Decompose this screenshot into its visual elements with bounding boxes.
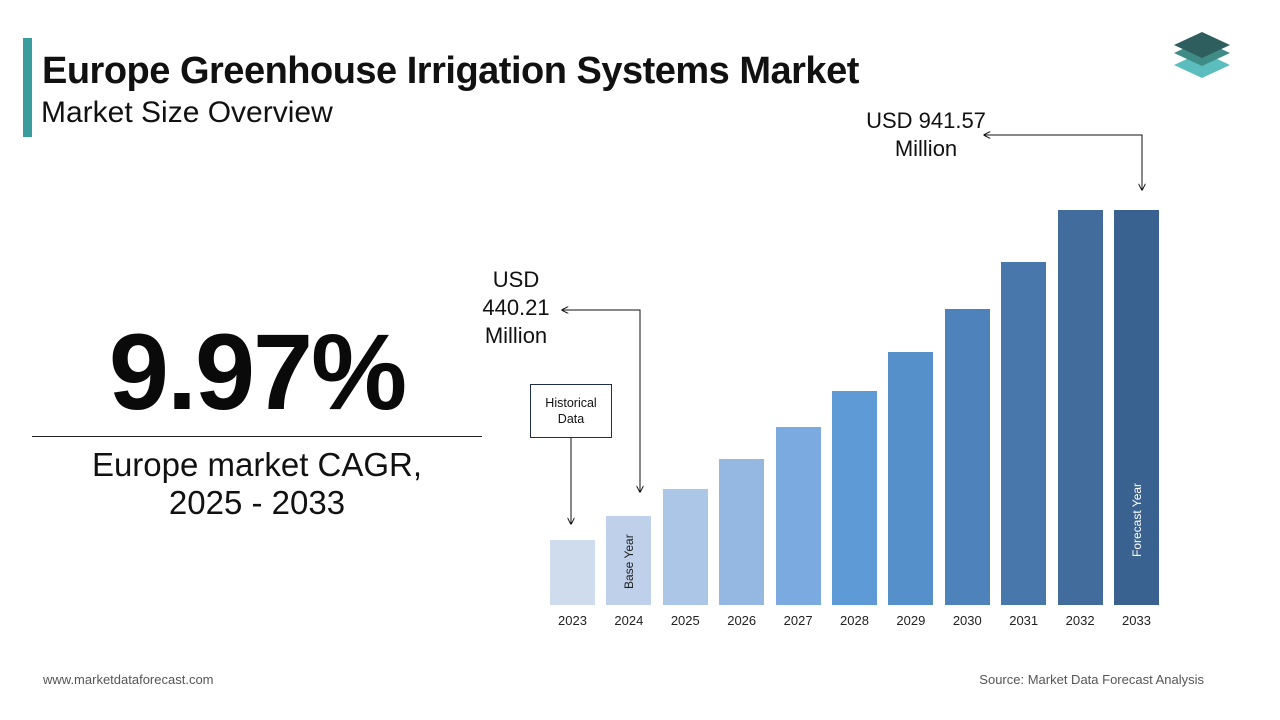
year-label-2026: 2026 [727,613,757,628]
bar-2024 [606,515,652,605]
bar-2030 [944,309,990,605]
start-callout-line1: USD [492,267,540,292]
page-title: Europe Greenhouse Irrigation Systems Mar… [42,50,859,92]
historical-data-box: Historical Data [530,384,612,438]
bar-2026 [719,459,765,605]
bar-2027 [775,427,821,605]
bar-2025 [662,488,708,605]
year-label-2027: 2027 [783,613,813,628]
bar-2032 [1057,210,1103,605]
page-subtitle: Market Size Overview [41,96,333,129]
year-label-2029: 2029 [896,613,926,628]
base-year-label: Base Year [622,534,637,589]
year-label-2024: 2024 [614,613,644,628]
cagr-label-line1: Europe market CAGR, [91,446,423,483]
year-label-2032: 2032 [1065,613,1095,628]
layers-logo-icon [1174,32,1230,78]
bar-2029 [888,352,934,605]
end-value-arrow [984,135,1142,190]
year-label-2031: 2031 [1009,613,1039,628]
cagr-divider [32,436,482,437]
end-value-callout: USD 941.57 Million [858,107,994,163]
bar-2031 [1001,261,1047,605]
cagr-label: Europe market CAGR, 2025 - 2033 [32,446,482,522]
cagr-label-line2: 2025 - 2033 [168,484,346,521]
start-callout-line2: 440.21 [482,295,550,320]
end-callout-line1: USD 941.57 [866,108,986,133]
forecast-year-label: Forecast Year [1130,482,1144,557]
year-label-2028: 2028 [840,613,869,628]
bar-2028 [832,391,877,605]
end-callout-line2: Million [894,136,958,161]
year-label-2023: 2023 [558,613,587,628]
source-note: Source: Market Data Forecast Analysis [979,672,1204,687]
start-callout-line3: Million [484,323,548,348]
title-accent-bar [23,38,32,137]
bar-2023 [550,540,595,605]
year-label-2033: 2033 [1122,613,1151,628]
cagr-value: 9.97% [108,311,407,432]
start-value-callout: USD 440.21 Million [474,266,558,350]
year-label-2025: 2025 [670,613,700,628]
year-label-2030: 2030 [952,613,982,628]
bar-2033 [1114,210,1159,605]
website-link[interactable]: www.marketdataforecast.com [43,672,214,687]
